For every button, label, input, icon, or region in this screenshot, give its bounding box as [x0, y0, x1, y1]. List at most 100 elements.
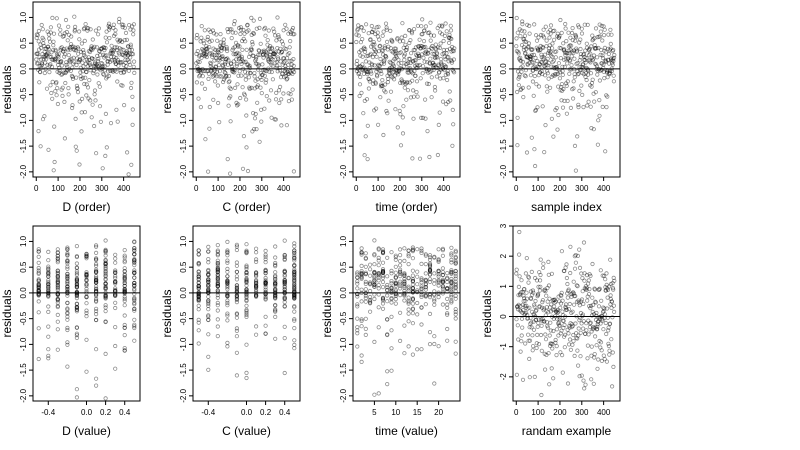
data-point — [215, 83, 220, 88]
data-point — [556, 333, 561, 338]
data-point — [122, 290, 127, 295]
data-point — [449, 269, 454, 274]
data-point — [410, 290, 415, 295]
data-point — [64, 62, 69, 67]
data-point — [397, 263, 403, 268]
data-point — [363, 256, 368, 261]
data-point — [355, 286, 360, 291]
y-tick-label: -1.5 — [339, 139, 348, 153]
data-point — [406, 301, 411, 306]
data-point — [380, 270, 386, 275]
data-point — [47, 36, 52, 41]
data-point — [528, 296, 534, 301]
data-point — [358, 53, 363, 58]
data-point — [196, 297, 201, 302]
data-point — [257, 25, 262, 30]
data-point — [430, 51, 435, 56]
data-point — [273, 60, 278, 65]
data-point — [587, 286, 592, 292]
data-point — [379, 82, 384, 87]
data-point — [292, 250, 297, 255]
data-point — [200, 46, 205, 52]
data-point — [84, 254, 89, 259]
data-point — [559, 30, 564, 36]
data-point — [611, 303, 617, 308]
data-point — [225, 62, 230, 67]
data-point — [577, 374, 582, 379]
data-point — [276, 34, 281, 40]
data-point — [515, 115, 520, 120]
data-point — [573, 253, 578, 258]
data-point — [583, 60, 588, 65]
data-point — [576, 71, 581, 76]
data-point — [58, 27, 63, 32]
data-point — [42, 114, 47, 119]
data-point — [532, 163, 538, 169]
data-point — [611, 73, 616, 78]
data-point — [254, 127, 259, 132]
data-point — [240, 85, 245, 90]
data-point — [263, 271, 268, 276]
data-point — [427, 61, 432, 66]
y-tick-label: -1 — [499, 343, 508, 351]
data-point — [434, 51, 440, 56]
data-point — [405, 68, 410, 73]
data-point — [436, 62, 441, 67]
x-tick-label: 400 — [437, 184, 451, 193]
data-point — [237, 44, 242, 49]
data-point — [282, 284, 287, 289]
x-tick-label: 100 — [211, 184, 225, 193]
data-point — [259, 77, 264, 83]
data-point — [88, 27, 93, 32]
data-point — [443, 72, 448, 77]
data-point — [54, 80, 59, 85]
data-point — [94, 62, 99, 67]
data-point — [536, 73, 541, 78]
data-point — [243, 73, 248, 78]
data-point — [554, 309, 559, 314]
data-point — [94, 257, 99, 262]
data-point — [114, 45, 120, 50]
data-point — [120, 52, 125, 57]
data-point — [85, 59, 90, 64]
data-point — [374, 69, 379, 74]
data-point — [517, 229, 522, 235]
data-point — [68, 45, 73, 50]
data-point — [533, 298, 538, 304]
data-point — [564, 307, 569, 312]
data-point — [558, 55, 563, 61]
data-point — [285, 76, 290, 81]
data-point — [446, 35, 451, 41]
data-point — [423, 253, 428, 258]
data-point — [367, 66, 372, 71]
data-point — [372, 282, 377, 287]
plot-frame — [352, 225, 461, 402]
data-point — [289, 97, 294, 102]
data-point — [582, 278, 587, 283]
data-point — [453, 268, 458, 274]
data-point — [565, 98, 570, 104]
data-point — [36, 247, 41, 252]
data-point — [601, 62, 606, 67]
data-point — [84, 57, 90, 62]
data-point — [104, 145, 109, 150]
data-point — [515, 69, 521, 74]
data-point — [228, 119, 233, 124]
data-point — [591, 381, 596, 386]
data-point — [273, 303, 278, 308]
data-point — [539, 392, 544, 398]
data-point — [97, 49, 102, 54]
data-point — [539, 54, 544, 60]
x-tick-label: 200 — [73, 184, 87, 193]
data-point — [376, 305, 381, 310]
data-point — [206, 282, 211, 288]
data-point — [245, 22, 250, 27]
data-point — [531, 312, 536, 317]
data-point — [427, 30, 432, 35]
data-point — [70, 105, 75, 111]
data-point — [402, 293, 407, 298]
data-point — [73, 48, 79, 53]
data-point — [103, 305, 108, 310]
data-point — [401, 104, 406, 109]
data-point — [406, 252, 411, 257]
